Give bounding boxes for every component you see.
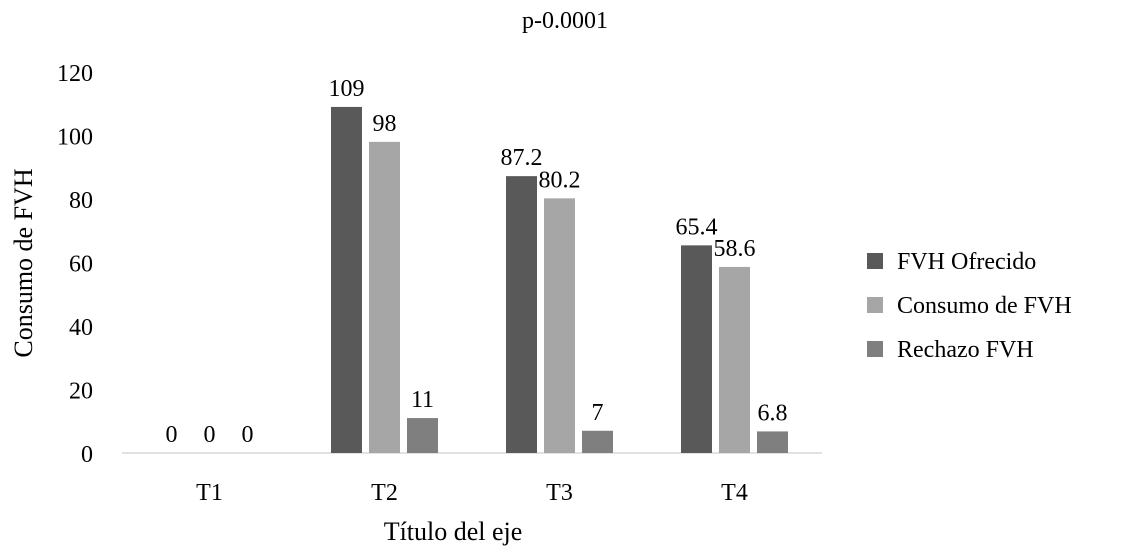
y-axis-label: Consumo de FVH: [9, 168, 38, 357]
y-tick-label: 120: [57, 61, 93, 87]
data-label: 0: [242, 422, 254, 448]
bar-fvh-ofrecido: [506, 176, 537, 453]
y-tick-label: 20: [69, 379, 93, 405]
x-tick-label: T3: [546, 480, 573, 506]
legend-swatch: [867, 297, 883, 313]
data-label: 11: [411, 387, 434, 413]
data-label: 6.8: [758, 400, 788, 426]
x-axis-label: Título del eje: [384, 517, 523, 546]
bar-consumo-de-fvh: [719, 266, 750, 453]
bar-fvh-ofrecido: [331, 106, 362, 454]
data-label: 0: [204, 422, 216, 448]
plot-area: 0 20 40 60 80 100 120 T1 T2 T3 T4 0 109 87.2 65.4 0 98 80…: [57, 61, 822, 506]
data-label: 98: [373, 111, 397, 137]
legend: FVH Ofrecido Consumo de FVH Rechazo FVH: [867, 249, 1072, 363]
data-label: 80.2: [539, 167, 581, 193]
data-label: 58.6: [714, 236, 756, 262]
y-tick-label: 80: [69, 188, 93, 214]
bar-fvh-ofrecido: [681, 245, 712, 453]
y-tick-label: 40: [69, 315, 93, 341]
bar-consumo-de-fvh: [544, 198, 575, 453]
bar-rechazo-fvh: [582, 430, 613, 453]
data-label: 109: [329, 76, 365, 102]
data-label: 87.2: [501, 145, 543, 171]
data-label: 7: [592, 400, 604, 426]
y-tick-label: 60: [69, 252, 93, 278]
x-tick-label: T1: [196, 480, 223, 506]
data-label: 65.4: [676, 214, 718, 240]
legend-swatch: [867, 253, 883, 269]
y-tick-label: 100: [57, 125, 93, 151]
bar-rechazo-fvh: [407, 418, 438, 453]
x-tick-label: T4: [721, 480, 748, 506]
legend-label: Rechazo FVH: [897, 337, 1034, 363]
chart-title: p-0.0001: [522, 8, 608, 34]
legend-label: Consumo de FVH: [897, 293, 1072, 319]
legend-label: FVH Ofrecido: [897, 249, 1036, 275]
legend-swatch: [867, 341, 883, 357]
bar-consumo-de-fvh: [369, 141, 400, 453]
x-tick-label: T2: [371, 480, 398, 506]
data-label: 0: [166, 422, 178, 448]
y-tick-label: 0: [81, 442, 93, 468]
bar-rechazo-fvh: [757, 431, 788, 453]
